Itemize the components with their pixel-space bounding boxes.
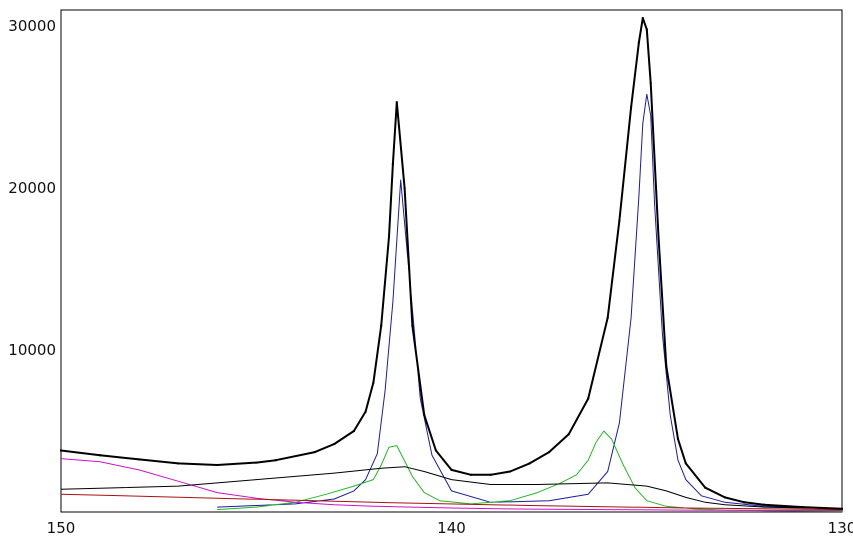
plot-frame	[60, 9, 843, 513]
observed-data-point	[567, 433, 570, 436]
x-tick-label: 130	[828, 519, 853, 537]
observed-data-point	[762, 503, 765, 506]
component-series-line	[217, 430, 843, 512]
observed-data-point	[380, 324, 383, 327]
observed-data-point	[509, 470, 512, 473]
observed-data-point	[99, 454, 102, 457]
component-series-line	[217, 93, 843, 510]
observed-data-point	[637, 41, 640, 44]
observed-data-point	[423, 413, 426, 416]
observed-data-point	[177, 462, 180, 465]
observed-data-point	[333, 443, 336, 445]
observed-data-point	[352, 430, 355, 432]
observed-data-point	[411, 324, 414, 327]
observed-data-point	[704, 486, 707, 489]
x-tick-label: 140	[437, 519, 466, 537]
y-tick-label: 10000	[8, 341, 56, 359]
x-tick-label: 150	[47, 519, 76, 537]
observed-data-point	[548, 451, 551, 454]
component-series-line	[60, 493, 843, 511]
observed-data-point	[606, 316, 609, 319]
observed-data-point	[364, 410, 367, 413]
component-series-line	[60, 466, 843, 510]
observed-data-point	[587, 397, 590, 400]
observed-data-point	[657, 235, 660, 238]
observed-data-point	[641, 17, 644, 20]
observed-data-point	[743, 501, 746, 504]
observed-data-point	[645, 28, 648, 31]
observed-data-point	[372, 381, 375, 384]
observed-data-point	[684, 462, 687, 465]
observed-data-point	[313, 451, 316, 454]
observed-data-line	[60, 17, 843, 510]
observed-data-point	[841, 507, 843, 510]
observed-data-point	[649, 81, 652, 84]
observed-data-point	[274, 459, 277, 462]
observed-data-point	[677, 438, 679, 441]
observed-data-point	[434, 449, 437, 452]
observed-data-point	[391, 162, 394, 165]
y-tick-label: 20000	[8, 179, 56, 197]
observed-data-point	[216, 464, 219, 466]
observed-data-point	[60, 449, 62, 452]
observed-data-point	[395, 101, 398, 104]
observed-data-point	[489, 473, 492, 476]
component-series-line	[60, 458, 843, 511]
observed-data-point	[618, 219, 621, 222]
y-tick-label: 30000	[8, 17, 56, 35]
observed-data-point	[801, 506, 804, 509]
observed-data-point	[138, 458, 141, 461]
observed-data-point	[470, 473, 472, 476]
observed-data-point	[723, 496, 726, 499]
observed-data-point	[450, 468, 453, 471]
observed-data-point	[528, 462, 531, 465]
observed-data-point	[665, 365, 668, 368]
observed-data-point	[388, 235, 390, 238]
observed-data-point	[630, 106, 633, 109]
tick-layer: 150 140 130 10000 20000 30000	[8, 17, 853, 537]
observed-data-point	[255, 461, 258, 464]
observed-data-point	[403, 187, 406, 190]
series-layer	[60, 17, 843, 512]
